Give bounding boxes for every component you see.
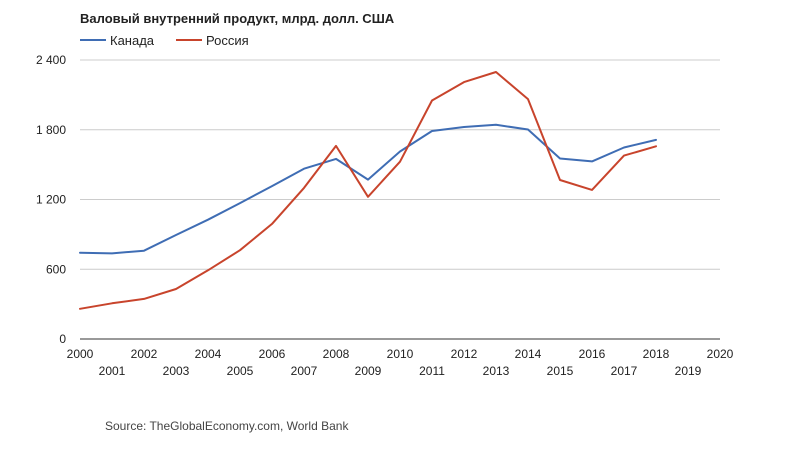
x-tick-label: 2018 xyxy=(643,347,670,361)
series-lines xyxy=(79,71,657,310)
x-tick-label: 2010 xyxy=(387,347,414,361)
x-tick-label: 2007 xyxy=(291,364,318,378)
x-tick-label: 2005 xyxy=(227,364,254,378)
x-tick-label: 2004 xyxy=(195,347,222,361)
x-tick-label: 2020 xyxy=(707,347,734,361)
y-tick-label: 1 800 xyxy=(36,123,66,137)
y-tick-label: 600 xyxy=(46,262,66,276)
x-tick-label: 2014 xyxy=(515,347,542,361)
y-axis: 0 600 1 200 1 800 2 400 xyxy=(36,53,66,346)
legend-label: Россия xyxy=(206,33,249,48)
x-tick-label: 2003 xyxy=(163,364,190,378)
y-tick-label: 0 xyxy=(59,332,66,346)
x-tick-label: 2011 xyxy=(419,364,445,378)
x-tick-label: 2000 xyxy=(67,347,94,361)
x-tick-label: 2016 xyxy=(579,347,606,361)
series-line-1 xyxy=(79,71,657,310)
legend-label: Канада xyxy=(110,33,155,48)
x-tick-label: 2017 xyxy=(611,364,638,378)
chart-legend: Канада Россия xyxy=(80,33,249,48)
chart-title: Валовый внутренний продукт, млрд. долл. … xyxy=(80,11,395,26)
source-note: Source: TheGlobalEconomy.com, World Bank xyxy=(105,419,349,433)
x-tick-label: 2002 xyxy=(131,347,158,361)
x-tick-label: 2019 xyxy=(675,364,702,378)
x-tick-label: 2013 xyxy=(483,364,510,378)
x-tick-label: 2012 xyxy=(451,347,478,361)
x-tick-label: 2009 xyxy=(355,364,382,378)
series-line-0 xyxy=(79,123,657,255)
gridlines xyxy=(80,59,720,340)
x-axis: 2000 2001 2002 2003 2004 2005 2006 2007 2008 2009… xyxy=(67,347,734,378)
x-tick-label: 2001 xyxy=(99,364,126,378)
x-tick-label: 2006 xyxy=(259,347,286,361)
y-tick-label: 2 400 xyxy=(36,53,66,67)
x-tick-label: 2015 xyxy=(547,364,574,378)
y-tick-label: 1 200 xyxy=(36,193,66,207)
x-tick-label: 2008 xyxy=(323,347,350,361)
